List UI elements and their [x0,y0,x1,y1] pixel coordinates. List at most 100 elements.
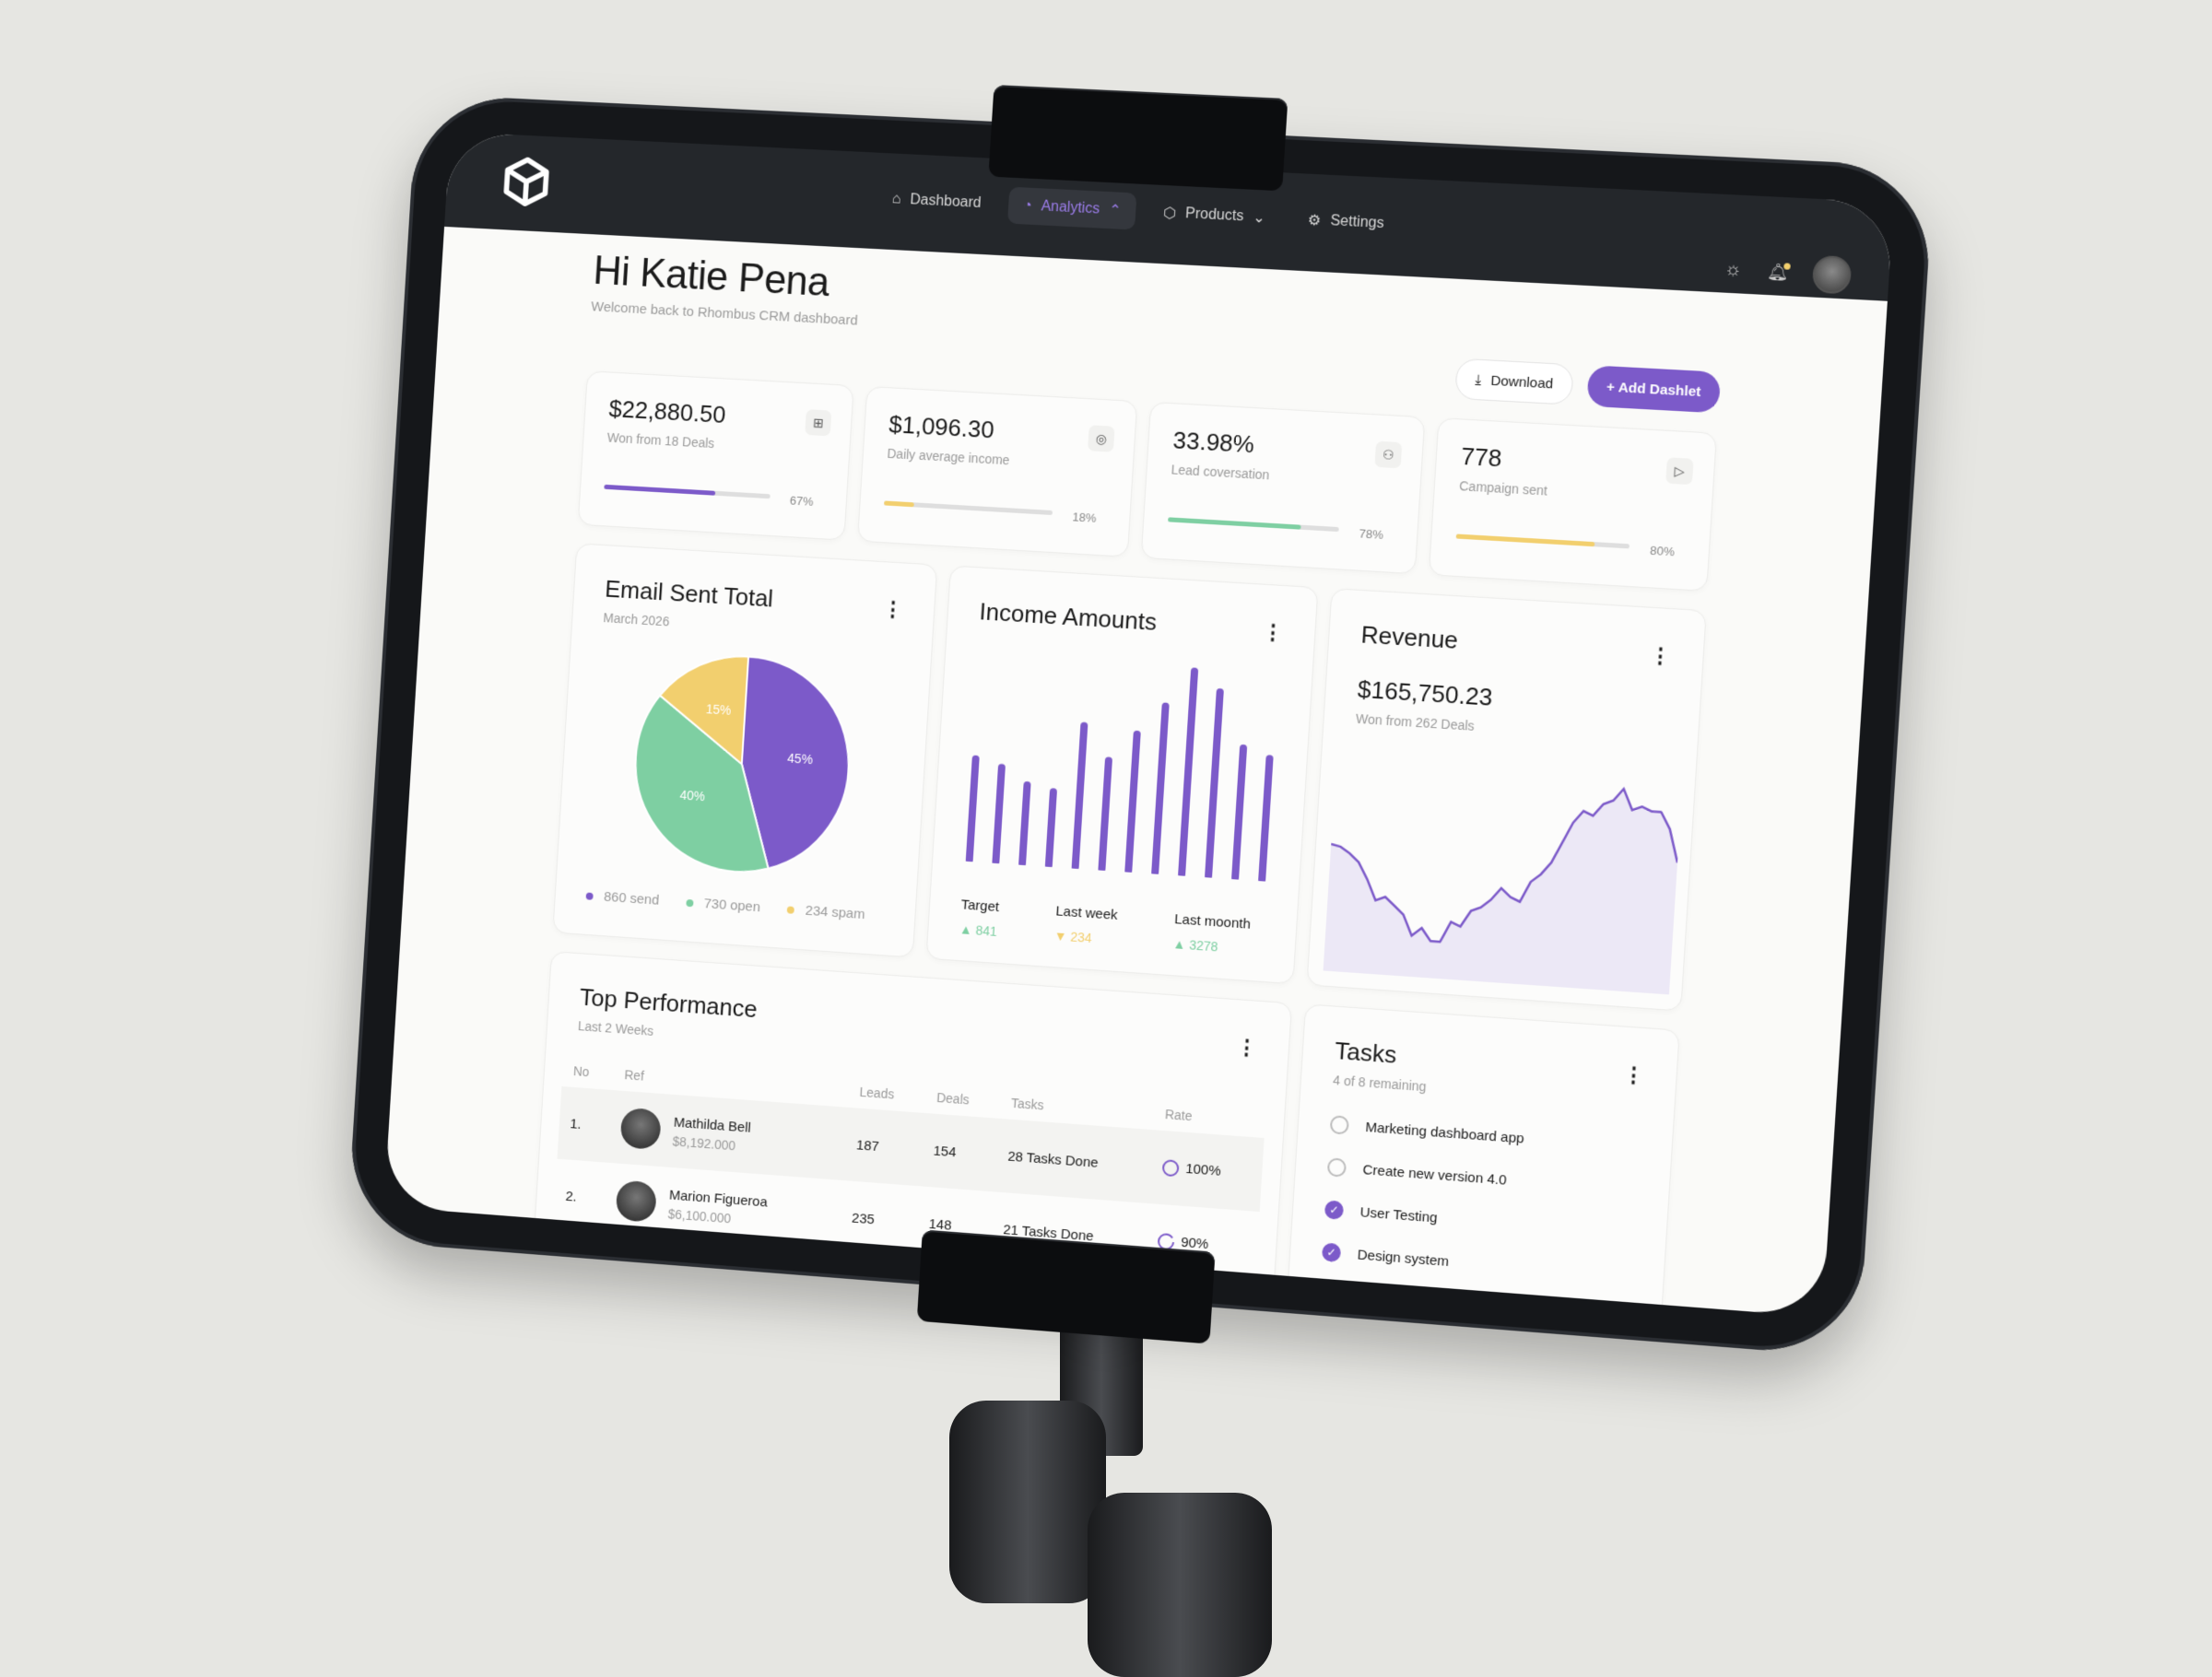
add-dashlet-button[interactable]: + Add Dashlet [1586,365,1722,414]
sun-icon[interactable]: ☼ [1724,258,1743,280]
progress-bar [1168,517,1339,533]
stat-value: $1,096.30 [888,410,995,444]
task-item[interactable]: ✓ User Testing [1324,1200,1635,1241]
pie-slice-send[interactable] [735,657,855,874]
stat-label: Campaign sent [1458,478,1548,498]
income-bar[interactable] [1155,707,1165,873]
income-bar[interactable] [1099,756,1113,874]
tasks-done: 28 Tasks Done [994,1118,1153,1203]
download-label: Download [1489,372,1554,392]
income-bar[interactable] [1076,726,1085,867]
leads: 187 [842,1107,925,1187]
download-icon: ⤓ [1474,371,1482,388]
stat-value: $22,880.50 [607,394,727,428]
more-icon[interactable]: ⋮ [1262,619,1284,645]
income-summary: Last moonth ▲ 3278 [1172,911,1251,956]
progress-percent: 18% [1072,510,1097,525]
legend-send: 860 send [585,888,660,909]
stat-card: $1,096.30 Daily average income ◎ 18% [856,385,1138,557]
unchecked-icon[interactable] [1326,1157,1347,1178]
nav-label: Settings [1329,213,1385,232]
pie-label: 40% [679,788,705,804]
bell-icon[interactable]: 🔔︎ [1766,262,1791,283]
person-amount: $6,100.000 [667,1205,732,1226]
stat-label: Daily average income [887,445,1010,468]
more-icon[interactable]: ⋮ [882,596,904,622]
task-label: User Testing [1359,1203,1439,1226]
task-label: Awesome task [1354,1289,1446,1312]
income-bar[interactable] [1208,692,1220,875]
pie-slice-open[interactable] [629,694,779,874]
triangle-up-icon: ▲ [1172,936,1187,953]
checked-icon[interactable]: ✓ [1321,1242,1342,1263]
more-icon[interactable]: ⋮ [1649,643,1672,668]
stat-card: 33.98% Lead coversation ⚇ 78% [1140,401,1426,575]
tablet-frame: ⌂ Dashboard ◔ Analytics ⌃ ⬡ Products ⌄ ⚙ Settings… [346,84,1935,1358]
nav-settings[interactable]: ⚙ Settings [1292,201,1400,243]
nav-dashboard[interactable]: ⌂ Dashboard [877,181,997,223]
task-label: Design system [1357,1246,1450,1270]
top-clamp [988,84,1288,192]
income-amounts-card: Income Amounts ⋮ Target ▲ 841 Last week ▼ 2… [925,565,1319,985]
progress-percent: 67% [789,493,814,509]
summary-value: 3278 [1188,937,1219,955]
unchecked-icon[interactable] [1318,1284,1339,1306]
logo-cube-icon [499,154,554,209]
column-header: No [572,1063,590,1080]
unchecked-icon[interactable] [1329,1115,1350,1135]
card-title: Income Amounts [978,597,1158,636]
income-bar[interactable] [970,759,976,860]
bar-chart [960,651,1286,882]
briefcase-icon: ⊞ [805,409,832,437]
more-icon[interactable]: ⋮ [1235,1035,1258,1060]
summary-value: 234 [1069,929,1093,946]
stand-knob [1088,1493,1272,1677]
task-item[interactable]: Create new version 4.0 [1326,1157,1638,1199]
stat-value: 33.98% [1171,426,1255,459]
task-item[interactable]: Marketing dashboard app [1329,1115,1641,1156]
chevron-up-icon: ⌃ [1108,203,1122,219]
income-summary: Last week ▼ 234 [1053,903,1118,946]
checked-icon[interactable]: ✓ [1324,1200,1345,1220]
nav-analytics[interactable]: ◔ Analytics ⌃ [1006,186,1137,230]
income-bar[interactable] [1182,672,1194,874]
income-bar[interactable] [1049,792,1053,864]
rate-ring-icon [1161,1158,1181,1178]
summary-label: Last week [1054,903,1119,923]
task-item[interactable]: Awesome task [1318,1284,1630,1318]
pie-chart: 45% 40% 15% [628,648,857,880]
triangle-down-icon: ▼ [1053,928,1068,944]
task-item[interactable]: ✓ Design system [1321,1242,1632,1284]
pie-icon: ◔ [1022,197,1033,214]
home-icon: ⌂ [891,191,901,207]
nav-label: Analytics [1041,198,1100,217]
pie-label: 15% [705,701,731,718]
stat-label: Lead coversation [1171,462,1270,483]
progress-bar [1455,534,1630,549]
more-icon[interactable]: ⋮ [1622,1062,1645,1088]
card-title: Revenue [1359,620,1459,654]
progress-bar [604,484,771,499]
pie-label: 45% [787,750,813,767]
avatar[interactable] [1811,254,1853,295]
pie-slice-spam[interactable] [656,651,748,764]
income-bar[interactable] [1235,748,1243,877]
download-button[interactable]: ⤓ Download [1453,358,1574,405]
person-name: Mathilda Bell [673,1114,752,1136]
users-icon: ⚇ [1374,440,1403,469]
triangle-up-icon: ▲ [959,921,973,938]
nav-products[interactable]: ⬡ Products ⌄ [1147,194,1281,237]
area-fill [1323,770,1682,995]
stat-card: $22,880.50 Won from 18 Deals ⊞ 67% [577,370,854,541]
income-bar[interactable] [995,768,1001,862]
income-bar[interactable] [1124,730,1141,874]
row-no: 2. [565,1188,578,1205]
screen: ⌂ Dashboard ◔ Analytics ⌃ ⬡ Products ⌄ ⚙ Settings… [383,131,1894,1318]
income-bar[interactable] [1022,785,1027,863]
task-label: Marketing dashboard app [1364,1119,1525,1147]
nav-label: Dashboard [909,192,982,212]
income-bar[interactable] [1262,758,1269,879]
leads: 235 [851,1210,876,1227]
chevron-down-icon: ⌄ [1252,209,1266,227]
progress-percent: 80% [1649,543,1676,559]
